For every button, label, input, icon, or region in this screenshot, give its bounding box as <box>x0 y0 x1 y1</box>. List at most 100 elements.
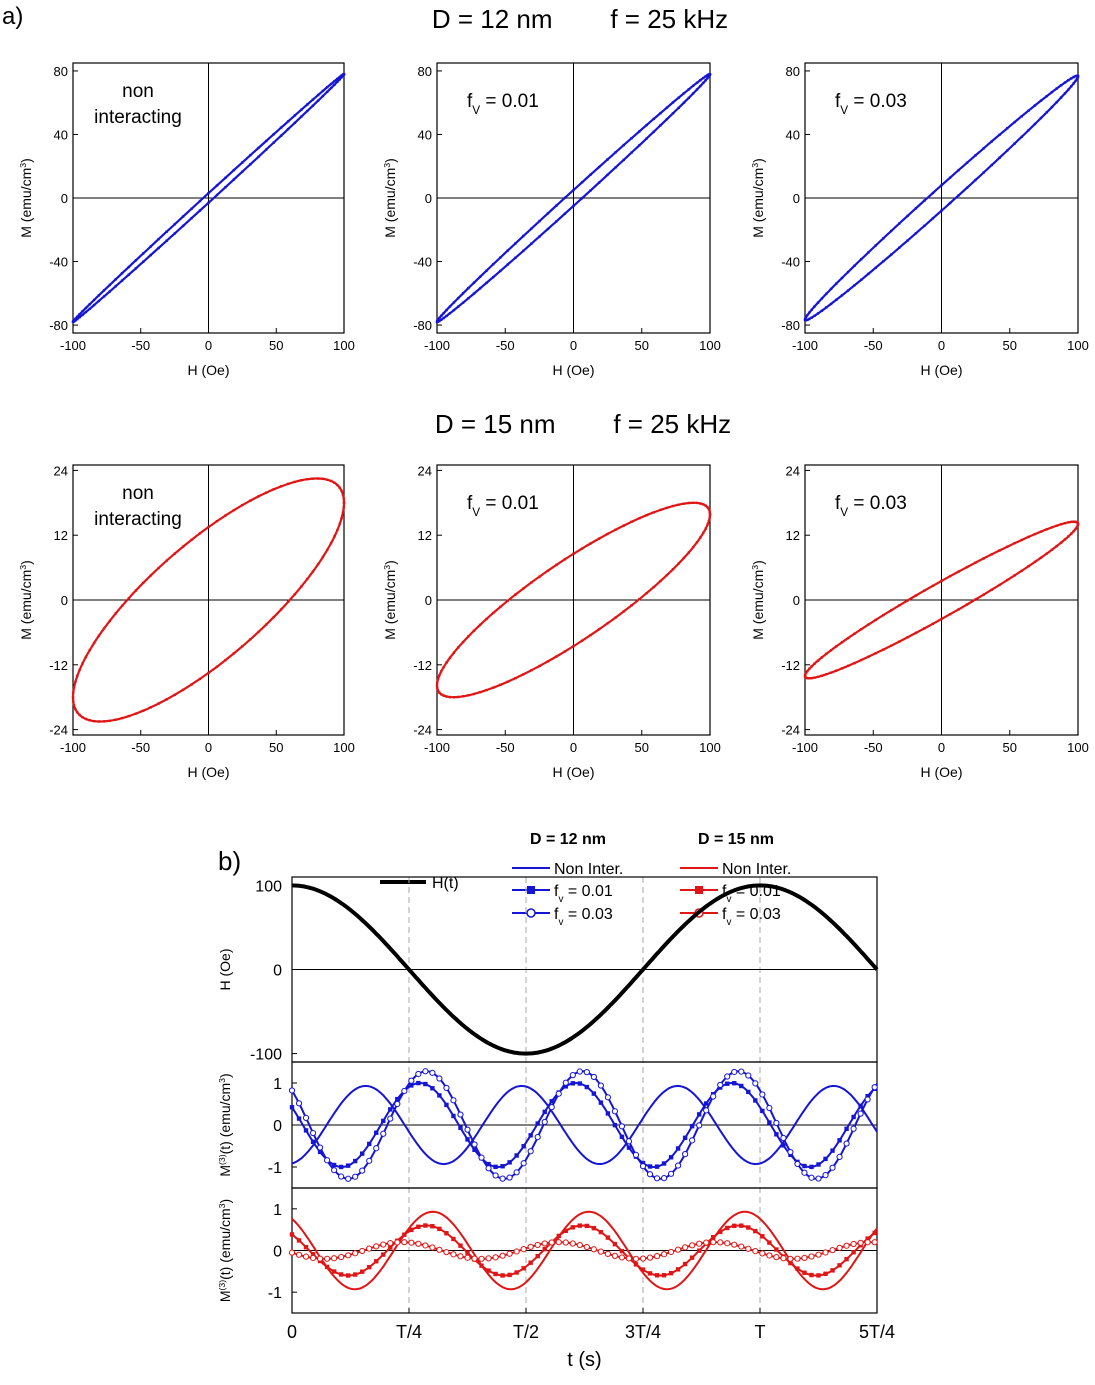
loop-point <box>321 94 325 98</box>
series-point <box>429 1069 436 1076</box>
loop-point <box>149 706 153 709</box>
series-point <box>689 1255 695 1260</box>
loop-point <box>329 479 333 483</box>
loop-point <box>829 649 833 652</box>
loop-point <box>102 627 106 630</box>
series-point <box>430 1086 435 1091</box>
loop-point <box>300 479 303 482</box>
loop-point <box>687 551 690 554</box>
loop-point <box>1067 521 1070 524</box>
series-point <box>618 1123 626 1130</box>
loop-point <box>341 511 345 514</box>
loop-point <box>898 640 901 643</box>
series-point <box>843 1242 850 1249</box>
annotation: fV = 0.01 <box>467 91 539 117</box>
series-point <box>689 1242 696 1249</box>
loop-point <box>671 112 675 115</box>
loop-point <box>316 477 320 480</box>
loop-point <box>853 284 856 287</box>
loop-point <box>440 670 443 673</box>
legend-marker-square <box>695 886 703 894</box>
x-tick-label: 100 <box>333 740 355 755</box>
legend-group-15: D = 15 nm <box>698 831 774 848</box>
loop-point <box>874 266 877 269</box>
loop-point <box>931 217 935 220</box>
loop-point <box>114 612 117 615</box>
loop-point <box>652 117 655 121</box>
x-tick-label: 0 <box>570 338 577 353</box>
series-point <box>661 1273 667 1278</box>
loop-point <box>438 319 441 323</box>
series-point <box>661 1161 667 1166</box>
loop-point <box>157 237 160 241</box>
loop-point <box>808 311 811 314</box>
loop-point <box>572 644 575 648</box>
loop-point <box>279 485 283 488</box>
loop-point <box>990 588 993 591</box>
loop-point <box>1072 75 1075 79</box>
loop-point <box>923 627 926 630</box>
series-point <box>584 1223 590 1229</box>
loop-point <box>329 541 333 545</box>
series-point <box>373 1145 380 1152</box>
loop-point <box>804 315 808 319</box>
loop-point <box>914 232 918 235</box>
series-point <box>724 1240 731 1247</box>
series-point <box>696 1112 702 1117</box>
series-point <box>802 1270 807 1275</box>
series-point <box>843 1140 850 1147</box>
series-point <box>338 1173 345 1180</box>
loop-point <box>806 669 809 673</box>
loop-point <box>867 655 870 658</box>
series-point <box>458 1125 463 1130</box>
series-point <box>675 1246 682 1253</box>
loop-point <box>699 536 702 539</box>
loop-point <box>914 207 918 210</box>
loop-point <box>485 688 488 692</box>
series-point <box>359 1247 366 1255</box>
loop-point <box>88 648 91 652</box>
loop-point <box>1063 521 1067 525</box>
loop-point <box>499 256 502 259</box>
loop-point <box>279 134 283 137</box>
y-tick-label: 0 <box>425 593 432 608</box>
loop-point <box>300 585 303 588</box>
series-point <box>289 1232 295 1237</box>
loop-point <box>1045 111 1048 114</box>
series-point <box>767 1120 772 1125</box>
series-point <box>562 1239 569 1246</box>
loop-point <box>572 552 575 556</box>
loop-point <box>1059 84 1063 87</box>
loop-point <box>898 246 901 249</box>
series-point <box>612 1241 618 1247</box>
loop-point <box>81 310 84 313</box>
series-point <box>781 1143 786 1148</box>
loop-point <box>485 269 488 272</box>
series-point <box>816 1273 821 1278</box>
series-point <box>520 1246 527 1253</box>
loop-point <box>333 79 336 83</box>
loop-point <box>555 220 558 223</box>
y-tick-label: -40 <box>781 255 800 270</box>
loop-point <box>948 575 952 578</box>
series-point <box>556 1233 561 1239</box>
loop-point <box>806 318 809 322</box>
series-point <box>338 1164 344 1170</box>
x-axis-label: H (Oe) <box>921 764 963 780</box>
loop-point <box>708 73 712 76</box>
series-point <box>837 1138 842 1143</box>
series-point <box>759 1091 766 1098</box>
series-point <box>577 1223 583 1228</box>
loop-point <box>846 270 850 274</box>
loop-point <box>982 557 985 560</box>
loop-point <box>321 477 325 481</box>
loop-point <box>165 559 168 562</box>
y-tick-label: -24 <box>49 723 68 738</box>
series-point <box>739 1223 744 1228</box>
loop-point <box>134 259 138 262</box>
series-point <box>633 1262 639 1267</box>
loop-point <box>198 677 202 681</box>
series-point <box>591 1225 597 1231</box>
loop-point <box>506 599 509 602</box>
